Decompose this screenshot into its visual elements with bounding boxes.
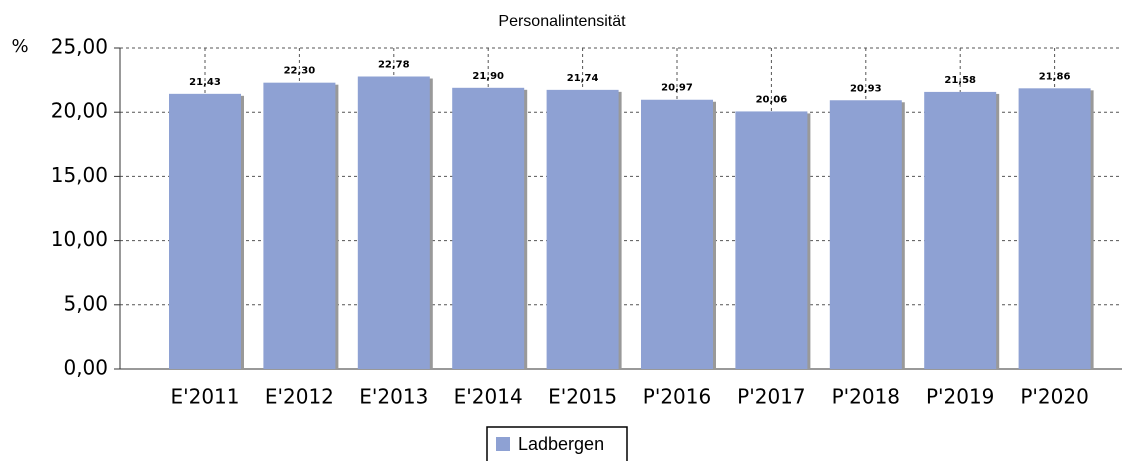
bar <box>452 87 525 369</box>
bar <box>169 93 241 369</box>
value-label: 20,97 <box>661 83 693 94</box>
bar <box>924 91 997 369</box>
legend-box <box>486 426 628 461</box>
y-tick-label: 15,00 <box>51 163 108 187</box>
y-tick-label: 25,00 <box>51 35 108 59</box>
x-tick-label: P'2016 <box>643 385 711 409</box>
value-label: 21,58 <box>944 75 976 86</box>
x-tick-label: P'2018 <box>832 385 900 409</box>
value-label: 21,74 <box>567 73 599 84</box>
x-tick-label: E'2011 <box>170 385 239 409</box>
legend-label: Ladbergen <box>518 434 604 454</box>
y-tick-label: 20,00 <box>51 99 108 123</box>
bar <box>263 82 336 369</box>
x-tick-label: E'2012 <box>265 385 334 409</box>
value-label: 20,93 <box>850 83 882 94</box>
value-label: 22,78 <box>378 60 410 71</box>
bar <box>641 99 713 369</box>
bar <box>829 100 902 370</box>
bar <box>735 111 808 370</box>
y-tick-label: 0,00 <box>63 356 108 380</box>
x-tick-label: E'2014 <box>454 385 523 409</box>
x-tick-label: E'2013 <box>359 385 428 409</box>
x-tick-label: E'2015 <box>548 385 617 409</box>
y-unit: % <box>11 36 28 57</box>
value-label: 22,30 <box>284 66 316 77</box>
value-label: 21,86 <box>1039 71 1071 82</box>
y-tick-label: 10,00 <box>51 227 108 251</box>
x-tick-label: P'2020 <box>1020 385 1088 409</box>
x-tick-label: P'2019 <box>926 385 994 409</box>
value-label: 21,90 <box>472 71 504 82</box>
bar <box>546 89 619 369</box>
x-tick-label: P'2017 <box>737 385 805 409</box>
legend-swatch <box>496 437 510 451</box>
bar <box>357 76 430 370</box>
value-label: 21,43 <box>189 77 221 88</box>
bar <box>1018 88 1091 369</box>
chart-title: Personalintensität <box>498 13 626 30</box>
value-label: 20,06 <box>756 94 788 105</box>
y-tick-label: 5,00 <box>63 291 108 315</box>
